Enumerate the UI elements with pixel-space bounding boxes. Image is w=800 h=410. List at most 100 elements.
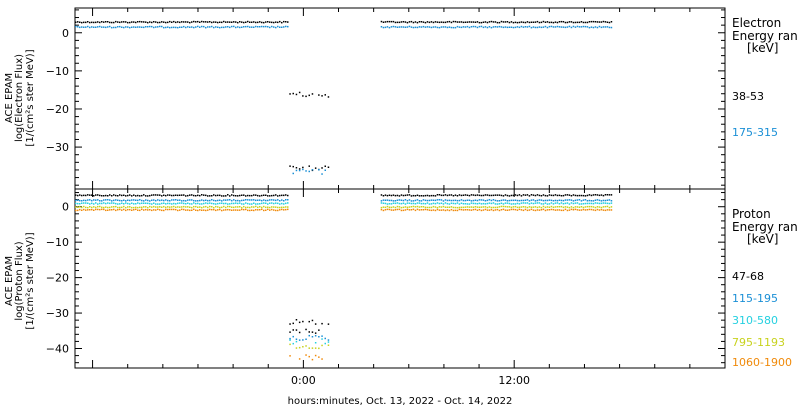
proton-point — [285, 206, 287, 208]
proton-point — [227, 203, 229, 205]
proton-point — [564, 208, 567, 211]
proton-point — [87, 202, 89, 204]
proton-point — [199, 209, 201, 211]
proton-point — [578, 199, 581, 201]
proton-point — [530, 208, 533, 211]
proton-point — [488, 202, 491, 204]
electron-point — [602, 20, 605, 23]
proton-point — [450, 194, 453, 196]
electron-point — [524, 26, 527, 28]
proton-point — [572, 200, 575, 202]
electron-point — [245, 25, 247, 28]
proton-point — [500, 205, 503, 208]
electron-point — [79, 21, 81, 23]
proton-point — [388, 194, 391, 196]
electron-point — [544, 21, 547, 23]
proton-point — [406, 199, 409, 202]
electron-point — [151, 21, 153, 24]
proton-point — [434, 195, 437, 197]
electron-point — [446, 26, 449, 29]
electron-point — [432, 21, 435, 24]
electron-point — [572, 21, 575, 24]
electron-point — [590, 20, 593, 23]
proton-point — [231, 194, 233, 196]
proton-point — [424, 194, 427, 197]
electron-point — [213, 21, 215, 23]
electron-point — [392, 25, 395, 28]
proton-point — [422, 195, 425, 197]
electron-point — [261, 25, 263, 28]
proton-point — [594, 202, 597, 204]
electron-point — [211, 25, 213, 28]
proton-point — [406, 194, 409, 196]
electron-point — [87, 21, 89, 23]
proton-point — [199, 194, 201, 197]
proton-point — [392, 194, 395, 196]
electron-point — [416, 21, 419, 24]
proton-point — [155, 199, 157, 202]
proton-point — [318, 356, 320, 358]
proton-point — [562, 203, 565, 205]
proton-point — [422, 206, 425, 208]
proton-point — [171, 199, 173, 201]
electron-point — [438, 26, 441, 29]
proton-point — [582, 203, 585, 205]
electron-point — [468, 21, 471, 23]
proton-point — [588, 208, 591, 211]
proton-point — [113, 194, 115, 196]
electron-point — [237, 21, 239, 24]
electron-point — [512, 26, 515, 29]
proton-point — [223, 199, 225, 201]
proton-point — [85, 202, 87, 204]
proton-point — [302, 320, 304, 323]
electron-point — [412, 21, 415, 24]
electron-point — [504, 26, 507, 28]
electron-point — [444, 21, 447, 24]
electron-point — [382, 26, 385, 29]
proton-point — [215, 203, 217, 205]
proton-point — [113, 206, 115, 208]
electron-point — [179, 21, 181, 24]
electron-point — [558, 26, 561, 28]
electron-point — [77, 26, 79, 28]
electron-point — [131, 26, 133, 28]
proton-point — [594, 206, 597, 209]
proton-point — [217, 199, 219, 202]
proton-point — [502, 205, 505, 208]
proton-point — [492, 202, 495, 204]
proton-point — [490, 206, 493, 209]
proton-point — [412, 208, 415, 211]
electron-point — [430, 21, 433, 23]
proton-point — [390, 199, 393, 202]
proton-point — [508, 209, 511, 211]
proton-point — [221, 195, 223, 197]
electron-point — [127, 21, 129, 24]
proton-point — [83, 194, 85, 197]
electron-point — [173, 20, 175, 23]
proton-point — [117, 195, 119, 197]
electron-point — [177, 26, 179, 29]
proton-point — [153, 194, 155, 196]
proton-point — [402, 199, 405, 202]
proton-point — [215, 200, 217, 202]
proton-point — [287, 208, 289, 211]
electron-point — [103, 21, 105, 23]
proton-point — [223, 202, 225, 205]
electron-point — [195, 21, 197, 23]
proton-point — [149, 200, 151, 202]
electron-point — [514, 26, 517, 29]
electron-point — [462, 26, 465, 28]
proton-point — [175, 206, 177, 208]
electron-point — [576, 25, 579, 28]
proton-point — [314, 332, 317, 334]
proton-point — [169, 202, 171, 205]
electron-point — [241, 21, 243, 23]
proton-point — [243, 205, 245, 208]
proton-point — [468, 194, 471, 197]
proton-point — [506, 206, 509, 208]
proton-point — [448, 203, 451, 205]
proton-point — [273, 206, 275, 208]
proton-point — [528, 195, 531, 197]
proton-point — [400, 209, 403, 212]
electron-point — [175, 26, 177, 29]
